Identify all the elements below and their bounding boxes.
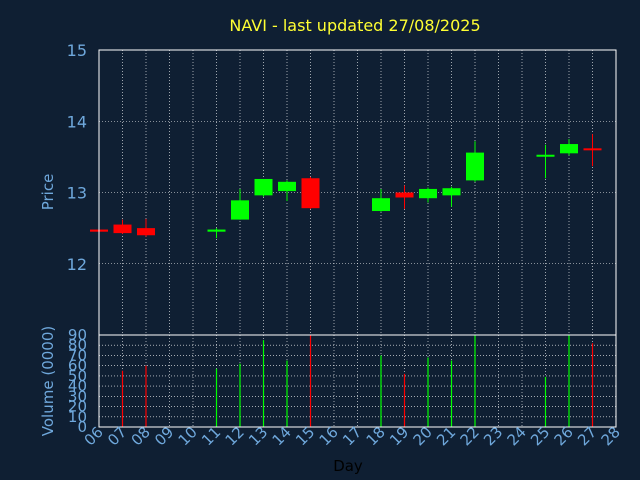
volume-tick-label: 10 <box>68 408 87 426</box>
price-axis-label: Price <box>39 174 57 211</box>
price-axis-ticks: 12 13 14 15 <box>67 41 87 274</box>
candle-body <box>231 200 249 220</box>
candle-body <box>372 198 390 212</box>
volume-axis-label: Volume (0000) <box>39 326 57 436</box>
volume-tick-label: 40 <box>68 377 87 395</box>
candle-body <box>278 181 296 192</box>
volume-tick-label: 20 <box>68 398 87 416</box>
candle-body <box>536 154 555 157</box>
volume-tick-label: 90 <box>68 326 87 344</box>
day-axis-ticks: 0607080910111213141516171819202122232425… <box>81 423 624 449</box>
candle-body <box>442 188 461 196</box>
price-tick-label: 14 <box>67 112 87 131</box>
candle-body <box>301 178 320 209</box>
volume-tick-label: 60 <box>68 357 87 375</box>
candle-body <box>419 188 437 199</box>
candle-body <box>466 152 484 181</box>
candle-body <box>560 144 578 154</box>
candle-body <box>137 228 155 236</box>
price-tick-label: 13 <box>67 184 87 203</box>
price-tick-label: 12 <box>67 255 87 274</box>
volume-plot-frame <box>98 334 617 428</box>
candle-body <box>113 224 132 234</box>
volume-tick-label: 0 <box>77 418 87 436</box>
candle-body <box>254 178 273 196</box>
day-axis-label: Day <box>333 457 363 475</box>
volume-tick-label: 80 <box>68 336 87 354</box>
candle-body <box>207 229 226 232</box>
volume-tick-label: 50 <box>68 367 87 385</box>
candle-body <box>395 192 414 198</box>
volume-tick-label: 70 <box>68 346 87 364</box>
volume-bars <box>121 335 594 427</box>
volume-tick-label: 30 <box>68 387 87 405</box>
chart-title: NAVI - last updated 27/08/2025 <box>229 16 480 35</box>
candle-body <box>583 148 602 151</box>
price-tick-label: 15 <box>67 41 87 60</box>
